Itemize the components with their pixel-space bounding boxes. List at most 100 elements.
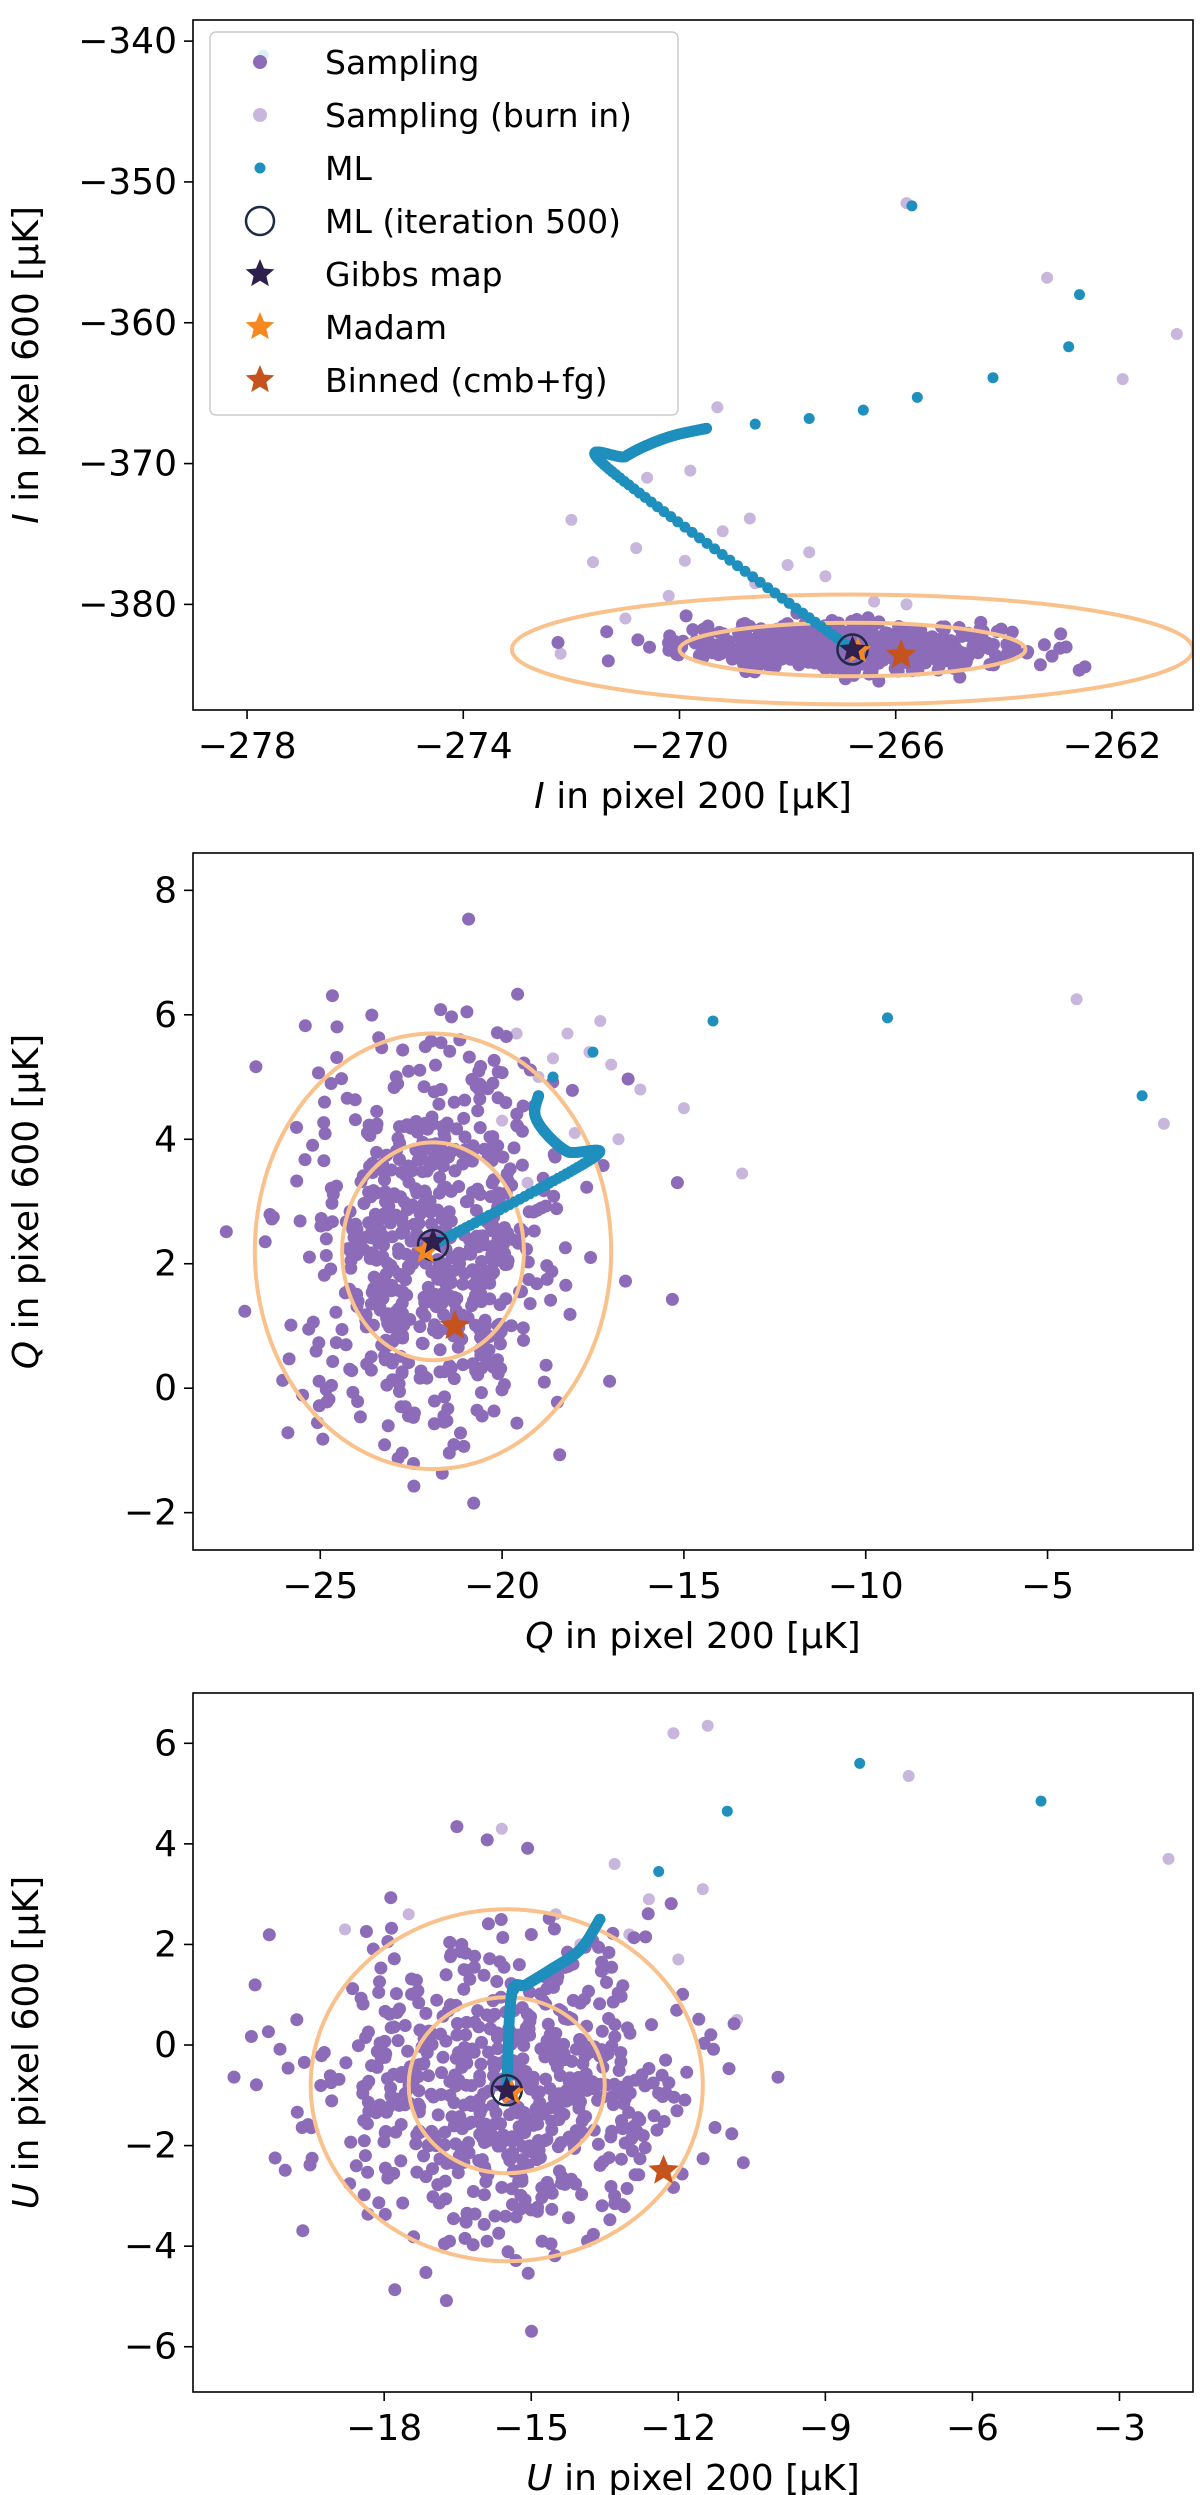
confidence-ellipse [308,1907,705,2264]
sample-point [361,2095,375,2109]
sample-point [495,2129,509,2143]
sample-point [395,1366,409,1380]
sample-point [443,2234,456,2248]
burnin-sample-point [619,612,632,625]
sample-point [580,1180,594,1194]
sample-point [460,2206,474,2220]
sample-point [987,638,1000,651]
sample-point [431,2178,445,2192]
sample-point [348,1113,362,1127]
burnin-sample-point [1170,328,1183,340]
sample-point [686,623,700,637]
sample-point [448,2068,462,2082]
sample-point [458,1093,472,1107]
sample-point [483,1952,497,1966]
ml-point [653,1866,665,1877]
y-tick-label: 6 [154,995,177,1036]
sample-point [462,912,476,926]
sample-point [625,2132,639,2145]
sample-point [244,2030,258,2043]
sample-point [507,2105,521,2119]
confidence-ellipse [677,620,1028,679]
sample-point [487,1053,501,1067]
sample-point [248,1978,262,1992]
sample-point [443,1359,456,1373]
burnin-sample-point [554,647,567,660]
sample-point [722,2062,736,2076]
sample-point [515,2153,529,2167]
sample-point [391,1451,405,1465]
sample-point [469,1204,483,1217]
sample-point [545,2202,559,2216]
sample-point [603,1374,617,1388]
sample-point [445,1010,458,1024]
sample-point [479,1264,493,1278]
sample-point [425,2038,439,2051]
sample-point [357,2188,371,2202]
sample-point [326,1355,340,1368]
sample-point [385,1921,398,1935]
sample-point [391,2034,405,2048]
burnin-sample-point [1070,993,1083,1006]
sample-point [531,2088,544,2102]
sample-point [477,2217,491,2231]
sample-point [1005,625,1019,639]
sample-point [451,2166,465,2180]
sample-point [273,2042,287,2056]
sample-point [370,1104,384,1118]
sample-point [431,1326,445,1340]
sample-point [628,2168,642,2182]
y-tick-label: 4 [154,1119,177,1160]
sample-point [305,2151,319,2165]
y-tick-label: 8 [154,870,177,911]
sample-point [497,1960,511,1974]
sample-point [396,1043,410,1057]
sample-point [361,2165,375,2179]
sample-point [432,2196,446,2210]
burnin-sample-point [819,570,832,583]
sample-point [448,1164,462,1178]
sample-point [1072,663,1086,677]
sample-point [351,1395,365,1408]
burnin-sample-point [521,1176,534,1189]
sample-point [295,2121,309,2134]
sample-point [553,1448,567,1462]
sample-point [456,1277,470,1291]
sample-point [639,1930,653,1944]
sample-point [547,1980,560,1994]
sample-point [563,2071,577,2085]
sample-point [383,1320,397,1334]
sample-point [601,654,615,668]
sample-point [467,1960,481,1974]
x-tick-label: −6 [946,2408,999,2449]
sample-point [434,1083,448,1096]
sample-point [521,1841,535,1855]
sample-point [426,2162,439,2176]
sample-point [409,1973,423,1987]
burnin-sample-point [642,1893,655,1906]
sample-point [397,1120,411,1133]
sample-point [412,2084,426,2098]
sample-point [517,2039,531,2052]
sample-point [317,1268,331,1282]
sample-point [346,1223,360,1236]
sample-point [411,1984,425,1998]
sample-point [603,2213,617,2227]
sample-point [429,1058,442,1072]
sample-point [616,2122,630,2136]
sample-point [455,1332,469,1346]
sample-point [437,2138,451,2152]
burnin-sample-point [662,589,675,602]
sample-point [323,2069,337,2083]
sample-point [265,1212,279,1226]
sample-point [647,2109,661,2123]
sample-point [484,2010,498,2024]
sample-point [619,1274,632,1288]
sample-point [290,2105,304,2119]
gibbs-star [839,635,866,661]
sample-point [258,1235,272,1249]
sample-point [657,2115,671,2128]
sample-point [563,1307,577,1321]
sample-point [545,2186,559,2200]
sample-point [580,2040,594,2054]
